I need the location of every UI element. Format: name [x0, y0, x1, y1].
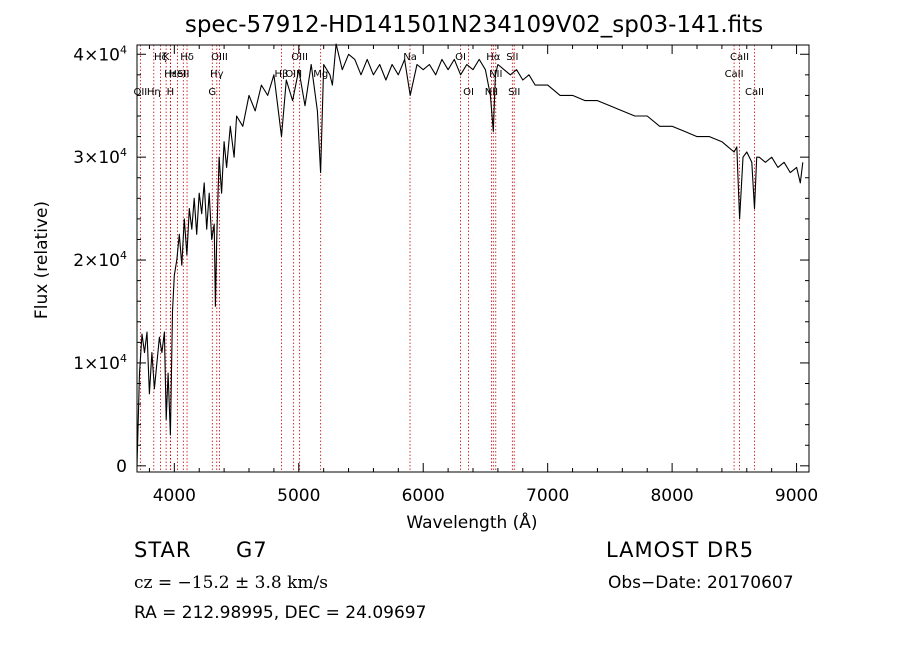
- redshift-text: cz = −15.2 ± 3.8 km/s: [134, 573, 328, 593]
- x-tick-label-4: 8000: [650, 486, 693, 506]
- line-label-25: CaII: [730, 52, 749, 63]
- line-label-0: OII: [133, 87, 147, 98]
- line-label-1: Hη: [147, 87, 161, 98]
- line-label-12: Hβ: [275, 69, 289, 80]
- object-subclass: G7: [236, 538, 268, 562]
- line-label-18: OI: [463, 87, 474, 98]
- line-label-26: CaII: [745, 87, 764, 98]
- line-label-10: Hγ: [210, 69, 224, 80]
- line-label-5: Hε: [164, 69, 177, 80]
- y-axis-label: Flux (relative): [32, 201, 52, 319]
- x-tick-label-1: 5000: [277, 486, 320, 506]
- line-label-13: OIII: [285, 69, 302, 80]
- coordinates-text: RA = 212.98995, DEC = 24.09697: [134, 603, 427, 623]
- survey-name: LAMOST DR5: [606, 538, 755, 562]
- x-tick-label-0: 4000: [153, 486, 196, 506]
- spectrum-series-0: [136, 43, 804, 466]
- line-label-22: SII: [506, 52, 518, 63]
- line-label-6: HeI: [169, 69, 186, 80]
- line-marker-layer: OII HηHζKHHεHeISIIHδGHγOIIIHβOIIIOIIIMgNa…: [133, 45, 764, 472]
- x-axis-ticks: 4000 5000 6000 7000 8000 9000: [148, 45, 818, 506]
- line-label-14: OIII: [291, 52, 308, 63]
- y-tick-label-3: 3×104: [73, 146, 127, 168]
- line-label-11: OIII: [211, 52, 228, 63]
- object-class: STAR: [134, 538, 192, 562]
- x-tick-label-2: 6000: [402, 486, 445, 506]
- line-label-7: SII: [177, 69, 189, 80]
- y-tick-label-2: 2×104: [73, 249, 127, 271]
- y-tick-label-0: 0: [116, 457, 127, 477]
- chart-title: spec-57912-HD141501N234109V02_sp03-141.f…: [185, 12, 763, 38]
- line-label-23: SII: [508, 87, 520, 98]
- series-layer: [136, 43, 804, 466]
- line-label-8: Hδ: [180, 52, 194, 63]
- plot-frame: [136, 44, 810, 473]
- line-label-19: NII: [485, 87, 498, 98]
- line-label-3: K: [163, 52, 170, 63]
- y-tick-label-4: 4×104: [73, 43, 127, 65]
- line-label-20: Hα: [486, 52, 501, 63]
- line-label-15: Mg: [313, 69, 328, 80]
- line-label-2: Hζ: [154, 52, 167, 63]
- y-axis-ticks: 0 1×104 2×104 3×104 4×104: [73, 43, 809, 477]
- y-tick-label-1: 1×104: [73, 352, 127, 374]
- line-label-16: Na: [403, 52, 417, 63]
- x-axis-label: Wavelength (Å): [406, 511, 537, 533]
- line-label-9: G: [208, 87, 216, 98]
- line-label-17: OI: [455, 52, 466, 63]
- line-label-4: H: [167, 87, 175, 98]
- x-tick-label-3: 7000: [526, 486, 569, 506]
- observation-date: Obs−Date: 20170607: [608, 573, 794, 593]
- x-tick-label-5: 9000: [775, 486, 818, 506]
- line-label-24: CaII: [725, 69, 744, 80]
